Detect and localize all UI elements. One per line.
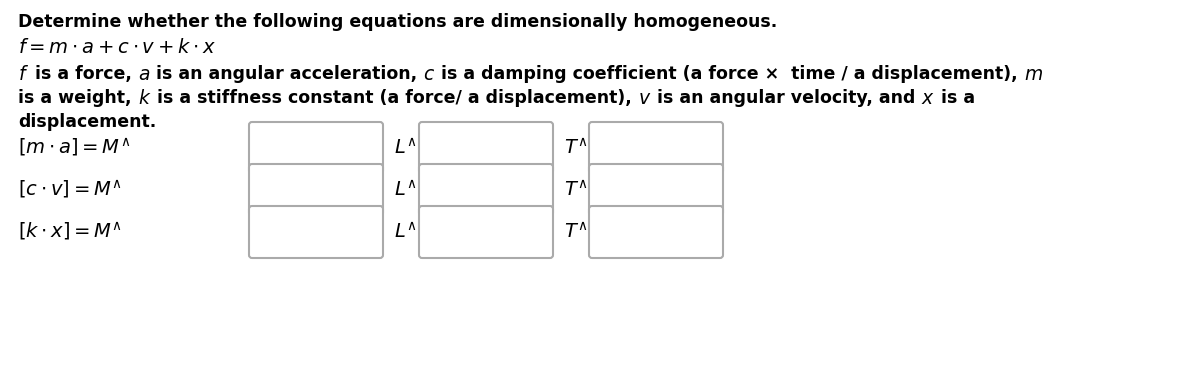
- FancyBboxPatch shape: [419, 164, 553, 216]
- FancyBboxPatch shape: [250, 122, 383, 174]
- Text: $k$: $k$: [138, 89, 151, 108]
- Text: is an angular acceleration,: is an angular acceleration,: [150, 65, 424, 83]
- FancyBboxPatch shape: [419, 206, 553, 258]
- Text: $T^{\wedge}$: $T^{\wedge}$: [564, 180, 588, 200]
- Text: $T^{\wedge}$: $T^{\wedge}$: [564, 138, 588, 158]
- FancyBboxPatch shape: [589, 164, 722, 216]
- FancyBboxPatch shape: [589, 122, 722, 174]
- Text: $m$: $m$: [1024, 65, 1043, 84]
- FancyBboxPatch shape: [589, 206, 722, 258]
- Text: $L^{\wedge}$: $L^{\wedge}$: [394, 138, 416, 158]
- Text: $[k \cdot x] = M^{\wedge}$: $[k \cdot x] = M^{\wedge}$: [18, 221, 122, 243]
- Text: $L^{\wedge}$: $L^{\wedge}$: [394, 180, 416, 200]
- FancyBboxPatch shape: [419, 122, 553, 174]
- Text: Determine whether the following equations are dimensionally homogeneous.: Determine whether the following equation…: [18, 13, 778, 31]
- Text: $L^{\wedge}$: $L^{\wedge}$: [394, 222, 416, 242]
- Text: is a weight,: is a weight,: [18, 89, 138, 107]
- Text: $T^{\wedge}$: $T^{\wedge}$: [564, 222, 588, 242]
- FancyBboxPatch shape: [250, 206, 383, 258]
- Text: is a force,: is a force,: [29, 65, 138, 83]
- Text: is a damping coefficient (a force ×  time / a displacement),: is a damping coefficient (a force × time…: [436, 65, 1024, 83]
- Text: is an angular velocity, and: is an angular velocity, and: [652, 89, 922, 107]
- Text: $a$: $a$: [138, 65, 150, 84]
- Text: $f$: $f$: [18, 65, 29, 84]
- FancyBboxPatch shape: [250, 164, 383, 216]
- Text: $c$: $c$: [424, 65, 436, 84]
- Text: displacement.: displacement.: [18, 113, 156, 131]
- Text: is a: is a: [935, 89, 976, 107]
- Text: $[c \cdot v] = M^{\wedge}$: $[c \cdot v] = M^{\wedge}$: [18, 179, 121, 201]
- Text: $[m \cdot a] = M^{\wedge}$: $[m \cdot a] = M^{\wedge}$: [18, 137, 131, 159]
- Text: $v$: $v$: [637, 89, 652, 108]
- Text: $x$: $x$: [922, 89, 935, 108]
- Text: $f = m \cdot a + c \cdot v + k \cdot x$: $f = m \cdot a + c \cdot v + k \cdot x$: [18, 38, 216, 57]
- Text: is a stiffness constant (a force/ a displacement),: is a stiffness constant (a force/ a disp…: [151, 89, 637, 107]
